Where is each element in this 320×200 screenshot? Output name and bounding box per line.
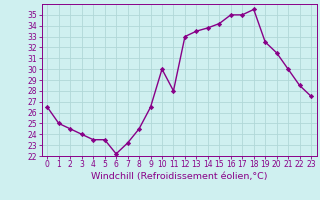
X-axis label: Windchill (Refroidissement éolien,°C): Windchill (Refroidissement éolien,°C) [91,172,268,181]
